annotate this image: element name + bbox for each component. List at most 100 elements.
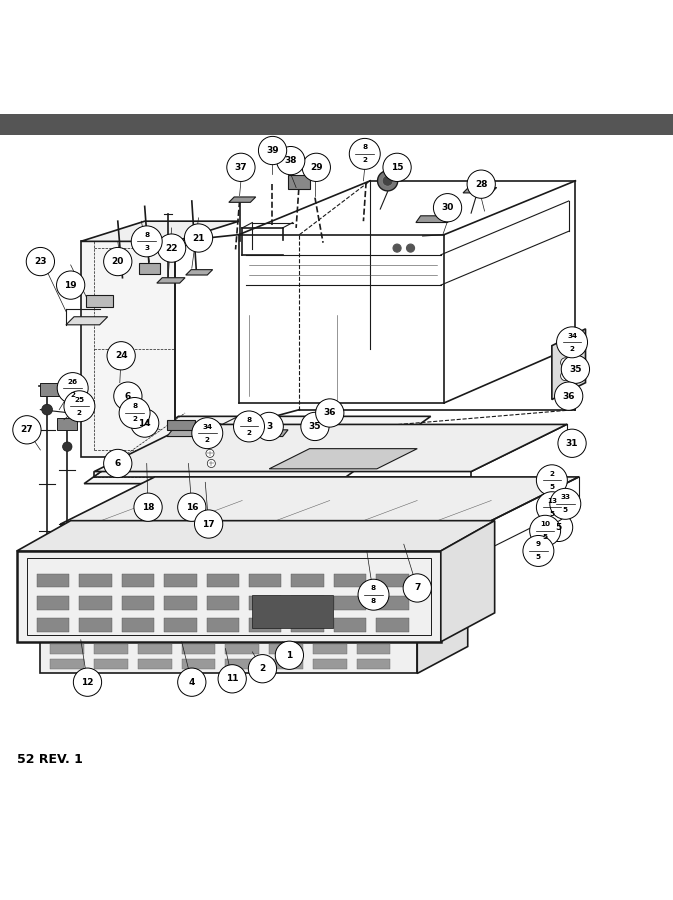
Polygon shape	[269, 644, 303, 654]
Polygon shape	[81, 241, 175, 456]
Polygon shape	[207, 596, 239, 609]
Text: 38: 38	[285, 156, 297, 165]
Polygon shape	[50, 659, 84, 669]
Text: 5: 5	[549, 510, 555, 517]
Circle shape	[184, 224, 213, 252]
Circle shape	[255, 412, 283, 441]
Circle shape	[104, 449, 132, 478]
Polygon shape	[86, 295, 113, 307]
Circle shape	[57, 271, 85, 299]
Text: 9: 9	[536, 542, 541, 547]
Polygon shape	[66, 317, 108, 325]
Circle shape	[349, 139, 380, 169]
Polygon shape	[269, 449, 417, 469]
Polygon shape	[167, 430, 201, 436]
Polygon shape	[94, 425, 567, 472]
Text: 7: 7	[414, 583, 421, 592]
Text: 30: 30	[441, 203, 454, 212]
Polygon shape	[249, 574, 281, 588]
Circle shape	[301, 412, 329, 441]
Circle shape	[57, 373, 88, 403]
Polygon shape	[122, 574, 154, 588]
Text: 4: 4	[188, 678, 195, 687]
Polygon shape	[291, 596, 324, 609]
Text: 5: 5	[563, 508, 568, 513]
Circle shape	[523, 536, 554, 566]
Circle shape	[13, 416, 41, 444]
Circle shape	[63, 442, 72, 451]
Text: 34: 34	[567, 333, 577, 338]
Circle shape	[248, 654, 277, 683]
Circle shape	[316, 399, 344, 427]
Text: 3: 3	[266, 422, 273, 431]
Polygon shape	[81, 221, 239, 241]
Polygon shape	[122, 618, 154, 632]
Polygon shape	[417, 613, 468, 673]
Polygon shape	[122, 596, 154, 609]
Polygon shape	[61, 477, 579, 524]
Text: 35: 35	[569, 364, 581, 373]
Polygon shape	[157, 278, 185, 284]
Polygon shape	[37, 596, 69, 609]
Circle shape	[157, 234, 186, 262]
Circle shape	[358, 580, 389, 610]
Text: 39: 39	[267, 146, 279, 155]
Polygon shape	[225, 659, 259, 669]
Polygon shape	[334, 574, 366, 588]
Text: 24: 24	[115, 351, 127, 360]
Polygon shape	[84, 417, 431, 483]
Text: 27: 27	[21, 426, 33, 435]
Text: 6: 6	[114, 459, 121, 468]
Circle shape	[530, 516, 561, 546]
Text: 5: 5	[542, 535, 548, 540]
Circle shape	[42, 404, 52, 415]
Circle shape	[178, 668, 206, 697]
Polygon shape	[138, 644, 172, 654]
Text: 52 REV. 1: 52 REV. 1	[17, 753, 83, 766]
Polygon shape	[17, 551, 441, 642]
Text: 23: 23	[34, 257, 46, 266]
Circle shape	[550, 489, 581, 519]
Polygon shape	[207, 618, 239, 632]
Text: 29: 29	[310, 163, 322, 172]
Circle shape	[131, 409, 159, 437]
Text: 2: 2	[259, 664, 266, 673]
Circle shape	[258, 137, 287, 165]
Polygon shape	[291, 618, 324, 632]
Circle shape	[558, 429, 586, 457]
Circle shape	[277, 147, 305, 175]
Text: 21: 21	[192, 233, 205, 242]
Polygon shape	[252, 595, 333, 628]
Circle shape	[64, 391, 95, 422]
Polygon shape	[94, 659, 128, 669]
Circle shape	[433, 194, 462, 222]
Circle shape	[194, 510, 223, 538]
Circle shape	[275, 641, 304, 670]
Text: 5: 5	[555, 523, 562, 532]
Polygon shape	[269, 659, 303, 669]
Text: 5: 5	[536, 554, 541, 561]
Polygon shape	[264, 430, 288, 436]
Polygon shape	[79, 596, 112, 609]
Polygon shape	[249, 618, 281, 632]
Polygon shape	[17, 521, 495, 551]
Polygon shape	[313, 644, 347, 654]
Text: 34: 34	[203, 424, 212, 429]
Text: 16: 16	[186, 503, 198, 512]
Text: 37: 37	[235, 163, 247, 172]
Text: 12: 12	[81, 678, 94, 687]
Circle shape	[557, 327, 588, 358]
Text: 13: 13	[547, 498, 557, 504]
Text: 2: 2	[246, 430, 252, 436]
Text: 3: 3	[144, 245, 149, 251]
Polygon shape	[376, 596, 409, 609]
Circle shape	[383, 153, 411, 182]
Polygon shape	[249, 596, 281, 609]
Circle shape	[205, 439, 213, 447]
Circle shape	[561, 358, 570, 367]
Polygon shape	[164, 596, 197, 609]
Circle shape	[131, 226, 162, 256]
Polygon shape	[50, 644, 84, 654]
Polygon shape	[552, 328, 586, 400]
Text: 14: 14	[139, 418, 151, 427]
